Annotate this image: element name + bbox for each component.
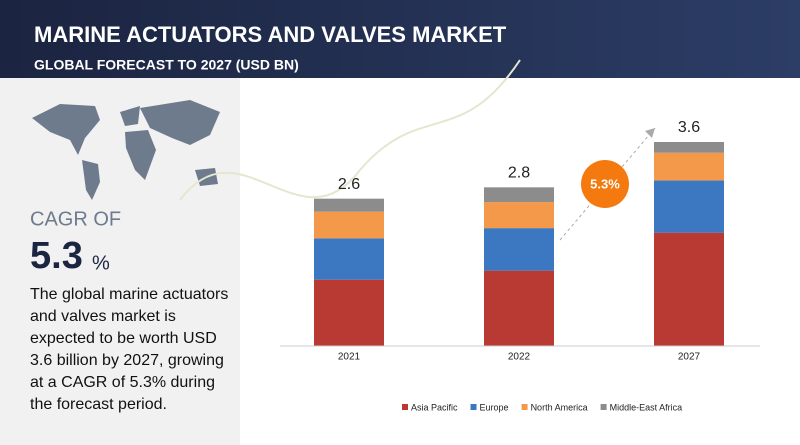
legend-swatch — [521, 404, 528, 410]
bar-segment — [314, 279, 384, 346]
bubble-label: 5.3% — [590, 176, 620, 191]
bar-segment — [484, 187, 554, 203]
cagr-unit: % — [92, 252, 110, 274]
arrow-head — [645, 128, 655, 138]
x-tick-label: 2022 — [508, 352, 531, 363]
bar-segment — [484, 270, 554, 346]
total-label: 3.6 — [678, 119, 700, 136]
bar-segment — [314, 198, 384, 212]
bar-segment — [484, 228, 554, 271]
x-tick-label: 2021 — [338, 352, 361, 363]
bar-segment — [654, 152, 724, 181]
description: The global marine actuators and valves m… — [30, 286, 229, 413]
x-tick-label: 2027 — [678, 352, 701, 363]
bar-segment — [314, 238, 384, 280]
legend-label: Asia Pacific — [411, 402, 458, 412]
cagr-bubble — [581, 160, 629, 208]
title: MARINE ACTUATORS AND VALVES MARKET — [34, 22, 507, 47]
header-band — [0, 0, 800, 78]
bar-segment — [654, 142, 724, 153]
bar-segment — [654, 180, 724, 233]
legend-label: North America — [531, 402, 588, 412]
decor-curve — [179, 59, 521, 201]
subtitle: GLOBAL FORECAST TO 2027 (USD BN) — [34, 57, 299, 73]
bar-segment — [654, 232, 724, 346]
cagr-label: CAGR OF — [30, 208, 121, 230]
legend-swatch — [600, 404, 607, 410]
legend-swatch — [402, 404, 408, 410]
legend-label: Europe — [480, 402, 509, 412]
legend-swatch — [470, 404, 477, 410]
bar-segment — [484, 202, 554, 229]
total-label: 2.8 — [508, 165, 530, 182]
total-label: 2.6 — [338, 176, 360, 193]
bar-segment — [314, 211, 384, 239]
cagr-value: 5.3 — [30, 235, 83, 277]
legend-label: Middle-East Africa — [610, 402, 683, 412]
